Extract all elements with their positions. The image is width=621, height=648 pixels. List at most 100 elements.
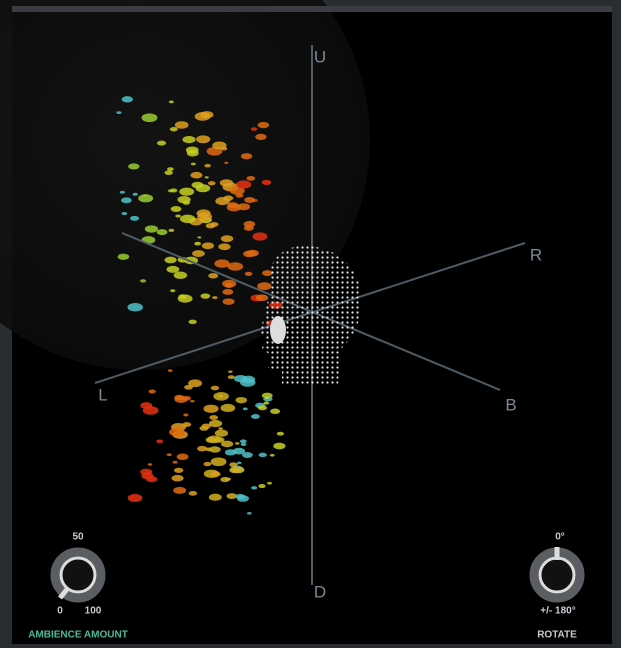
- particle: [166, 265, 180, 273]
- particle: [214, 436, 225, 443]
- particle: [197, 212, 213, 221]
- particle: [172, 460, 178, 464]
- particle: [257, 121, 270, 129]
- particle: [127, 493, 143, 503]
- particle: [179, 214, 196, 224]
- particle: [229, 462, 238, 468]
- particle: [209, 415, 219, 420]
- knob-title: ROTATE: [537, 630, 577, 641]
- rotate-knob[interactable]: [529, 547, 585, 603]
- particle: [222, 288, 234, 295]
- particle: [167, 167, 174, 171]
- particle: [190, 399, 195, 403]
- particle: [252, 232, 268, 241]
- particle: [234, 442, 240, 445]
- particle: [116, 111, 122, 115]
- particle: [218, 427, 223, 430]
- particle: [148, 389, 156, 394]
- particle: [244, 271, 253, 277]
- particle: [204, 163, 211, 168]
- particle: [190, 162, 196, 166]
- head-mesh: [258, 245, 362, 385]
- ambience-knob[interactable]: [50, 547, 106, 603]
- particle: [167, 369, 173, 372]
- particle: [119, 190, 125, 194]
- axis-label: B: [505, 395, 516, 414]
- particle: [239, 439, 247, 444]
- particle: [190, 171, 203, 179]
- particle: [226, 493, 238, 500]
- knob-body: [59, 556, 97, 594]
- particle: [227, 262, 244, 271]
- particle: [240, 442, 247, 446]
- particle: [210, 471, 221, 477]
- particle: [208, 273, 219, 279]
- particle: [210, 457, 227, 467]
- particle: [214, 429, 229, 437]
- particle: [156, 140, 167, 146]
- particle: [121, 96, 134, 103]
- particle: [132, 192, 138, 196]
- particle: [263, 401, 270, 405]
- particle: [264, 396, 270, 400]
- particle: [168, 100, 174, 104]
- particle: [182, 422, 192, 427]
- particle: [208, 419, 223, 428]
- particle: [169, 188, 178, 193]
- particles: [116, 96, 286, 515]
- particle: [235, 396, 248, 404]
- particle: [236, 180, 252, 189]
- particle: [205, 223, 216, 229]
- particle: [204, 176, 209, 179]
- particle: [267, 481, 272, 485]
- particle: [166, 453, 172, 457]
- particle: [164, 170, 173, 176]
- particle: [220, 235, 234, 243]
- particle: [170, 206, 182, 212]
- particle: [224, 449, 237, 456]
- axis-label: R: [530, 245, 542, 264]
- particle: [255, 133, 267, 141]
- particle: [255, 294, 269, 302]
- particle: [212, 296, 218, 300]
- particle: [194, 241, 202, 246]
- particle: [226, 203, 242, 212]
- particle: [173, 271, 188, 279]
- particle: [141, 113, 158, 123]
- particle: [170, 289, 176, 293]
- particle: [168, 228, 175, 232]
- particle: [164, 256, 177, 264]
- particle: [117, 253, 130, 260]
- knob-label: 0°: [555, 532, 565, 543]
- particle: [175, 214, 181, 218]
- particle: [138, 194, 154, 203]
- particle: [128, 163, 140, 170]
- particle: [130, 215, 140, 221]
- axis-label: D: [314, 582, 326, 601]
- particle: [243, 220, 256, 228]
- particle: [201, 242, 215, 250]
- knob-body: [538, 556, 576, 594]
- particle: [273, 442, 286, 450]
- particle: [121, 211, 128, 216]
- particle: [182, 200, 191, 205]
- knob-label: 100: [85, 606, 102, 617]
- particle: [242, 407, 248, 411]
- particle: [179, 187, 195, 196]
- particle: [188, 319, 197, 325]
- head: [258, 245, 362, 385]
- particle: [156, 229, 168, 236]
- particle: [250, 414, 260, 419]
- particle: [140, 468, 153, 476]
- particle: [196, 135, 211, 144]
- particle: [225, 477, 231, 481]
- particle: [222, 298, 235, 305]
- particle: [212, 141, 227, 150]
- particle: [174, 395, 188, 403]
- axis-label: U: [314, 47, 326, 66]
- ear: [270, 316, 286, 344]
- particle: [176, 453, 189, 461]
- particle: [246, 511, 252, 515]
- particle: [220, 403, 236, 413]
